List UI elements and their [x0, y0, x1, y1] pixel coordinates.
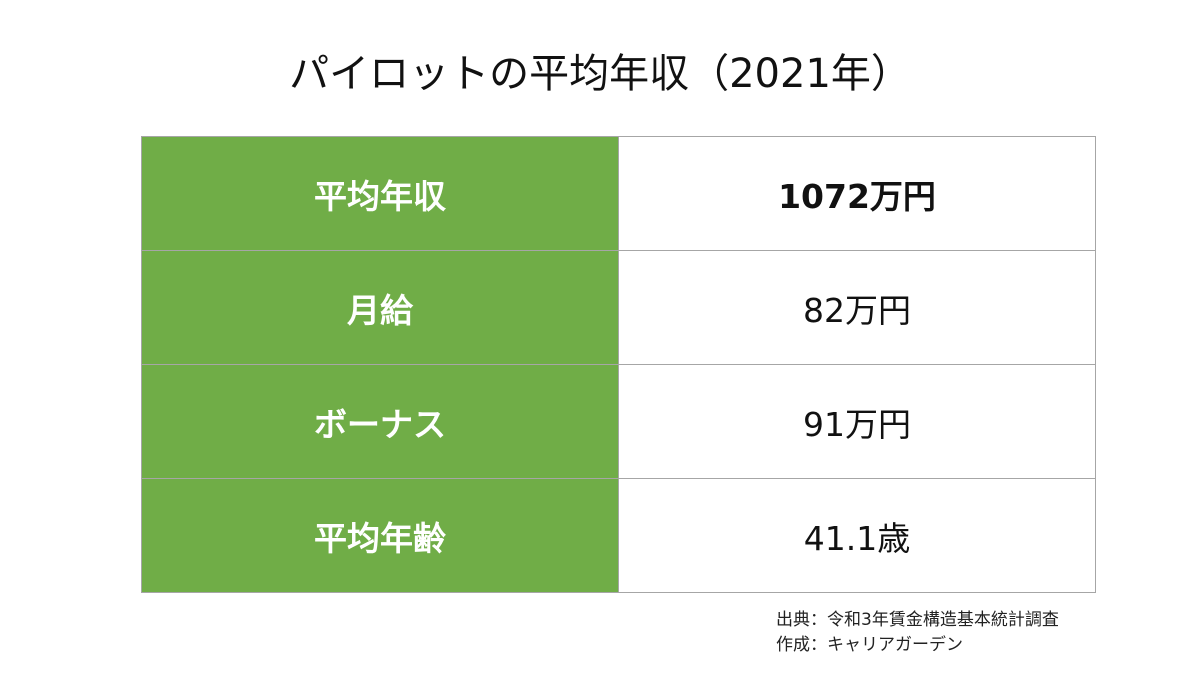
row-value: 82万円 [618, 250, 1096, 365]
source-line: 出典：令和3年賃金構造基本統計調査 [776, 610, 1059, 630]
source-line: 作成：キャリアガーデン [776, 635, 963, 655]
table-row: ボーナス 91万円 [141, 364, 1096, 479]
table-row: 平均年齢 41.1歳 [141, 478, 1096, 593]
row-value: 91万円 [618, 364, 1096, 479]
table-body: 平均年収 1072万円 月給 82万円 ボーナス 91万円 平均年齢 41.1歳 [141, 136, 1096, 593]
row-label: 平均年収 [141, 136, 619, 251]
title: パイロットの平均年収（2021年） [289, 51, 911, 97]
row-value: 41.1歳 [618, 478, 1096, 593]
table-row: 平均年収 1072万円 [141, 136, 1096, 251]
row-label: 月給 [141, 250, 619, 365]
row-label: 平均年齢 [141, 478, 619, 593]
salary-table: 平均年収 1072万円 月給 82万円 ボーナス 91万円 平均年齢 41.1歳 [141, 136, 1096, 593]
row-value: 1072万円 [618, 136, 1096, 251]
table-row: 月給 82万円 [141, 250, 1096, 365]
row-label: ボーナス [141, 364, 619, 479]
